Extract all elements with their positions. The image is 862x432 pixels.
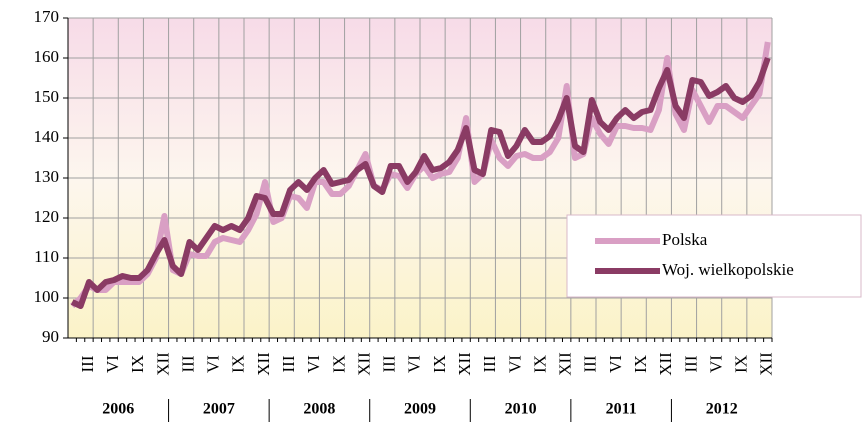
year-label: 2012 [706,401,738,418]
x-tick-label: XII [354,352,373,376]
year-label: 2008 [303,401,335,418]
x-tick-label: III [681,355,700,372]
y-tick-label: 120 [34,207,60,226]
x-tick-label: III [78,355,97,372]
x-tick-label: IX [631,355,650,373]
year-label: 2007 [203,401,235,418]
legend-box [566,214,862,298]
x-tick-label: VI [204,355,223,373]
x-tick-label: XII [455,352,474,376]
x-tick-label: VI [405,355,424,373]
x-tick-label: IX [530,355,549,373]
x-tick-label: VI [304,355,323,373]
x-tick-label: IX [229,355,248,373]
x-tick-label: XII [556,352,575,376]
x-tick-label: IX [128,355,147,373]
x-tick-label: IX [430,355,449,373]
y-tick-label: 110 [34,247,59,266]
y-tick-label: 130 [34,167,60,186]
legend-label: Polska [662,230,708,249]
x-tick-label: VI [706,355,725,373]
x-tick-label: VI [606,355,625,373]
x-tick-label: VI [103,355,122,373]
year-label: 2006 [102,401,134,418]
x-tick-label: XII [656,352,675,376]
y-tick-label: 100 [34,287,60,306]
x-tick-label: III [380,355,399,372]
year-label: 2011 [606,401,637,418]
x-tick-label: III [178,355,197,372]
x-tick-label: IX [732,355,751,373]
x-tick-label: III [480,355,499,372]
x-tick-label: XII [254,352,273,376]
x-tick-label: IX [329,355,348,373]
y-tick-label: 170 [34,7,60,26]
x-tick-label: XII [153,352,172,376]
y-tick-label: 90 [42,327,59,346]
x-tick-label: III [581,355,600,372]
y-tick-label: 160 [34,47,60,66]
series-line [70,57,771,309]
x-tick-label: VI [505,355,524,373]
x-tick-label: XII [757,352,776,376]
year-label: 2009 [404,401,436,418]
x-tick-label: III [279,355,298,372]
y-tick-label: 140 [34,127,60,146]
legend-label: Woj. wielkopolskie [662,260,794,279]
y-tick-label: 150 [34,87,60,106]
year-label: 2010 [505,401,537,418]
